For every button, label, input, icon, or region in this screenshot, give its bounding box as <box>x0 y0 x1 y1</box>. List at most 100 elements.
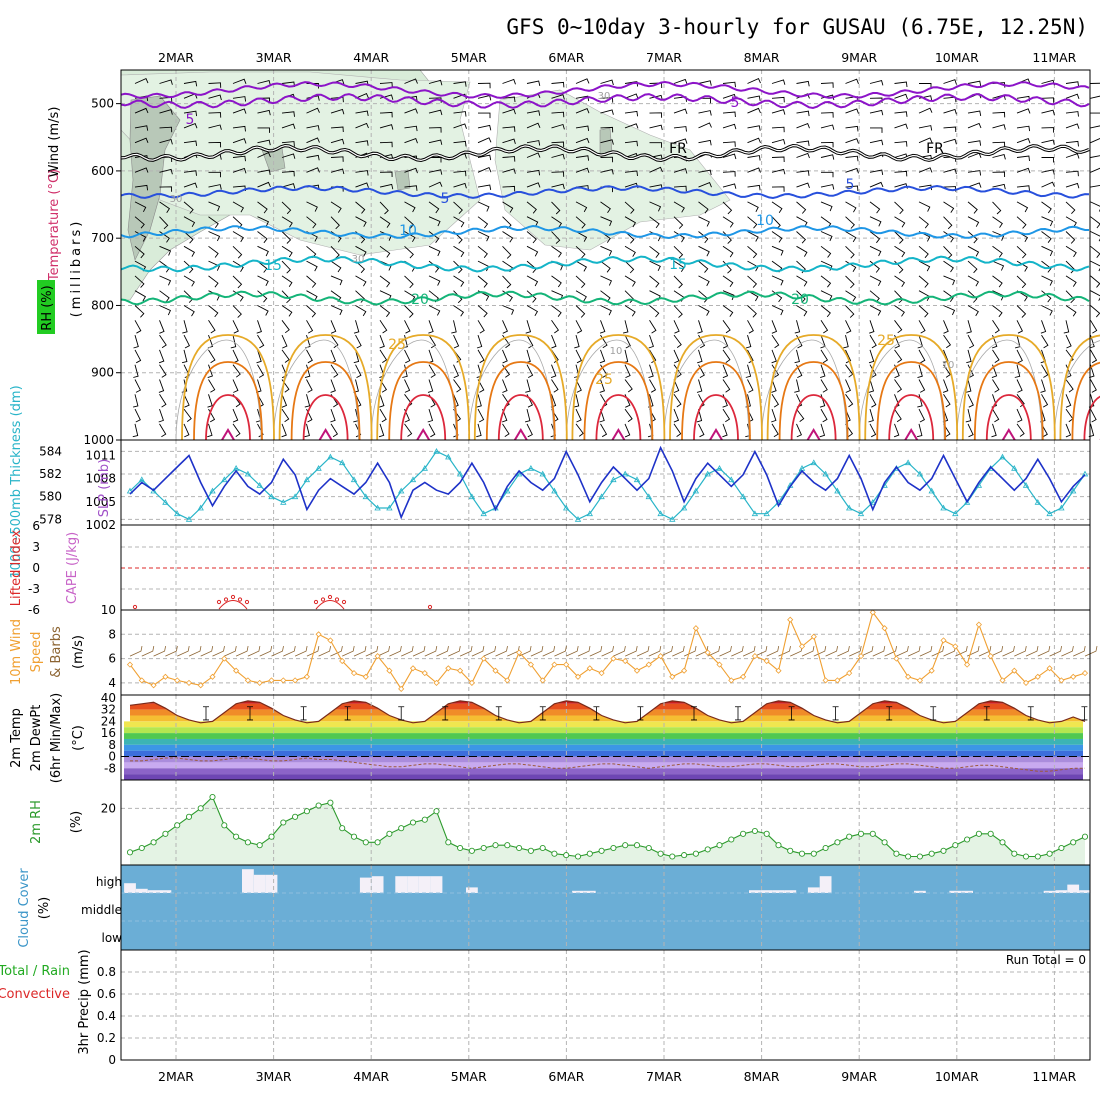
wind10m-barb <box>837 646 850 657</box>
temp-minmax-bar <box>398 706 405 721</box>
wind-barb <box>476 334 483 349</box>
wind-barb <box>1090 216 1100 229</box>
rh2m-point <box>728 836 735 843</box>
wind10m-point <box>563 661 570 668</box>
slp-line <box>129 445 1086 520</box>
wind-barb <box>208 171 221 178</box>
wind10m-point <box>209 673 216 680</box>
wind-barb <box>207 364 213 379</box>
wind-barb <box>453 334 460 349</box>
wind10m-barb <box>318 646 331 657</box>
thickness-grid <box>121 440 1090 525</box>
wind-barb <box>698 423 705 438</box>
rh2m-point <box>751 827 758 835</box>
wind-barb <box>869 169 884 175</box>
wind10m-barb <box>990 646 1004 657</box>
wind-barb <box>404 167 418 174</box>
wind-barb <box>453 379 462 393</box>
wind-barb <box>600 156 614 163</box>
wind-barb <box>208 124 222 130</box>
wind-barb <box>134 167 149 173</box>
wind-barb <box>281 334 288 349</box>
wind10m-point <box>869 609 876 616</box>
pressure-tick-label: 800 <box>91 298 114 312</box>
wind-barb <box>697 349 703 364</box>
wind-barb <box>428 181 443 188</box>
wind-barb <box>965 379 972 393</box>
wind-barb <box>1090 155 1100 158</box>
high-cloud-bar <box>1043 890 1056 893</box>
thickness-point <box>421 464 428 471</box>
date-label: 10MAR <box>935 1069 979 1084</box>
wind-barb <box>551 141 565 148</box>
surface-warm-cell <box>595 394 642 441</box>
surface-warm-cell <box>961 334 1056 441</box>
wind-barb <box>918 379 926 393</box>
wind-barb <box>1016 138 1031 144</box>
wind-barb <box>1065 290 1075 304</box>
wind-barb <box>330 156 344 162</box>
wind-barb <box>1065 140 1079 147</box>
wind-barb <box>967 80 982 87</box>
rh2m-point <box>964 836 971 843</box>
wind-barb <box>821 171 834 178</box>
thickness-point <box>598 493 605 500</box>
wind-barb <box>869 201 881 214</box>
wind-barb <box>551 305 562 317</box>
wind10m-point <box>810 633 817 640</box>
wind-barb <box>159 334 167 349</box>
wind10m-barb <box>283 646 296 657</box>
thickness-point <box>527 464 535 471</box>
wind-barb <box>257 290 268 303</box>
wind10m-barb <box>436 646 449 657</box>
wind-barb <box>306 290 318 302</box>
lifted-index-point <box>427 604 433 610</box>
wind-barb <box>159 320 165 334</box>
wind-barb <box>992 231 1005 241</box>
wind-barb <box>943 349 949 364</box>
wind-barb <box>600 216 613 227</box>
wind10m-barb <box>224 646 237 657</box>
wind-barb <box>599 320 606 334</box>
wind-barb <box>159 109 173 115</box>
wind-barb <box>575 290 587 302</box>
wind-barb <box>208 94 222 101</box>
wind-barb <box>869 139 884 146</box>
wind-barb <box>745 334 752 349</box>
wind-barb <box>894 379 903 393</box>
wind-barb <box>943 79 957 85</box>
wind-barb <box>232 423 241 437</box>
wind-barb <box>673 423 682 437</box>
wind-barb <box>820 364 826 379</box>
wind-barb <box>183 334 191 349</box>
wind-barb <box>845 305 855 318</box>
slp-tick-label: 1002 <box>85 518 116 532</box>
temp-minmax-bar <box>442 706 449 721</box>
wind-barb <box>330 305 343 316</box>
wind-barb <box>281 275 293 287</box>
wind-barb <box>722 379 731 393</box>
wind10m-barb <box>365 646 379 657</box>
wind-barb <box>453 364 459 379</box>
wind-barb <box>526 231 537 244</box>
wind-barb <box>477 167 492 173</box>
slp-axis-label: SLP (mb) <box>97 459 112 518</box>
rh-label: 30 <box>170 194 183 205</box>
wind-barb <box>306 125 320 131</box>
wind-barb <box>453 275 465 287</box>
temp-minmax-bar <box>539 706 546 721</box>
date-label: 8MAR <box>744 1069 780 1084</box>
wind-barb <box>525 320 532 334</box>
wind-barb <box>1016 155 1030 162</box>
temp-band <box>124 744 1083 751</box>
wind-barb <box>771 245 784 256</box>
surface-warm-cell <box>278 334 373 441</box>
wind-barb <box>183 260 194 274</box>
wind10m-point <box>445 665 452 672</box>
wind-barb <box>624 170 638 177</box>
wind-barb <box>134 78 149 84</box>
rh-axis-label: RH (%) <box>40 285 55 330</box>
wind-barb <box>1041 305 1053 316</box>
temp-minmax-bar <box>1027 706 1034 721</box>
wind-barb <box>477 216 489 229</box>
